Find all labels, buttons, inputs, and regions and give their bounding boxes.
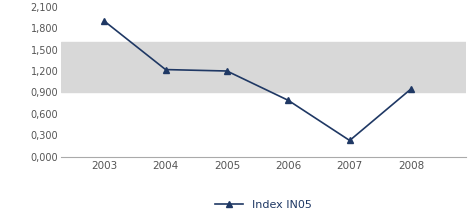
Index IN05 [224, 70, 230, 72]
Bar [61, 42, 466, 92]
Index IN05 [408, 88, 414, 90]
Index IN05 [101, 20, 107, 22]
Legend: Index IN05: Index IN05 [211, 196, 317, 215]
Index IN05 [285, 99, 291, 102]
Index IN05 [163, 68, 169, 71]
Line: Index IN05: Index IN05 [101, 17, 414, 144]
Index IN05 [347, 139, 352, 142]
